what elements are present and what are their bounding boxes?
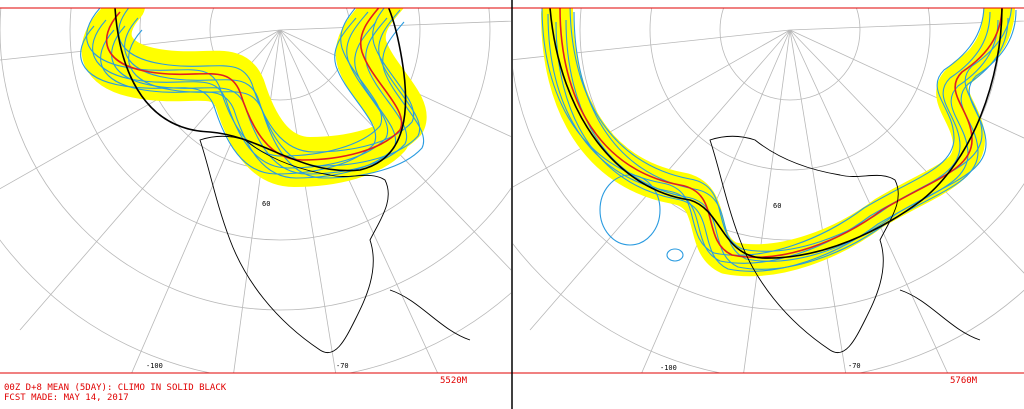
left-map: 60 -100 -70: [0, 8, 511, 373]
longitude-label: -70: [336, 362, 349, 370]
coastline: [709, 135, 981, 353]
graticule: [513, 8, 1024, 373]
ensemble-mean: [559, 8, 1003, 259]
contour-level: 5520M: [440, 376, 468, 386]
latitude-label: 60: [262, 200, 270, 208]
footer-line: FCST MADE: MAY 14, 2017: [4, 393, 129, 403]
latitude-label: 60: [773, 202, 781, 210]
climo-line: [114, 8, 407, 172]
graticule: [0, 8, 511, 373]
climo-line: [549, 8, 1003, 259]
longitude-label: -100: [146, 362, 163, 370]
right-map: 60 -100 -70: [513, 8, 1024, 373]
longitude-label: -100: [660, 364, 677, 372]
contour-level: 5760M: [950, 376, 978, 386]
coastline: [199, 135, 471, 353]
footer-line: 00Z D+8 MEAN (5DAY): CLIMO IN SOLID BLAC…: [4, 383, 227, 393]
longitude-label: -70: [848, 362, 861, 370]
